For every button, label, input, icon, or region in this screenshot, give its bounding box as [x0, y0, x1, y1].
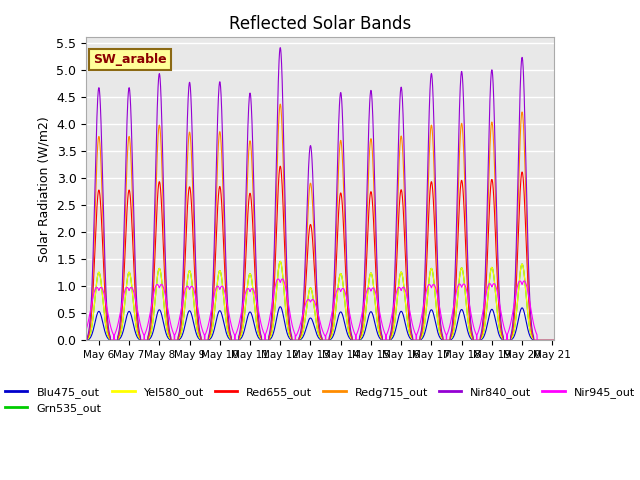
Line: Redg715_out: Redg715_out	[86, 104, 554, 340]
Grn535_out	[136, 336, 143, 341]
Yel580_out	[491, 278, 499, 284]
Yel580_out	[550, 337, 557, 343]
Blu475_out	[83, 337, 90, 343]
Yel580_out	[163, 328, 171, 334]
Red655_out	[491, 207, 499, 213]
Grn535_out	[163, 328, 171, 334]
Nir945_out	[83, 327, 90, 333]
Blu475_out	[276, 304, 284, 310]
Nir840_out	[550, 337, 557, 343]
Grn535_out	[550, 337, 557, 343]
Nir945_out	[282, 287, 290, 293]
Blu475_out	[282, 326, 290, 332]
Nir840_out	[163, 303, 171, 309]
Grn535_out	[491, 278, 499, 284]
Yel580_out	[276, 259, 284, 264]
Nir840_out	[491, 119, 499, 124]
Text: SW_arable: SW_arable	[93, 53, 167, 66]
Yel580_out	[282, 310, 290, 315]
Nir945_out	[164, 304, 172, 310]
Yel580_out	[136, 336, 143, 341]
Blu475_out	[491, 312, 499, 318]
Blu475_out	[262, 337, 269, 343]
Nir945_out	[136, 319, 143, 324]
Redg715_out	[136, 331, 143, 337]
Legend: Blu475_out, Grn535_out, Yel580_out, Red655_out, Redg715_out, Nir840_out, Nir945_: Blu475_out, Grn535_out, Yel580_out, Red6…	[1, 383, 639, 419]
Redg715_out	[163, 310, 171, 315]
Red655_out	[136, 333, 143, 339]
Nir945_out	[541, 337, 548, 343]
Nir945_out	[262, 331, 269, 337]
Nir840_out	[83, 337, 90, 343]
Line: Grn535_out: Grn535_out	[86, 262, 554, 340]
Nir945_out	[550, 337, 557, 343]
Red655_out	[282, 276, 290, 282]
Redg715_out	[491, 161, 499, 167]
Nir840_out	[262, 337, 269, 343]
Blu475_out	[550, 337, 557, 343]
Line: Red655_out: Red655_out	[86, 166, 554, 340]
Red655_out	[550, 337, 557, 343]
Red655_out	[276, 163, 284, 169]
Redg715_out	[83, 337, 90, 343]
Redg715_out	[550, 337, 557, 343]
Nir945_out	[491, 281, 499, 287]
Nir945_out	[110, 337, 118, 343]
Nir840_out	[136, 330, 143, 336]
Grn535_out	[282, 310, 290, 315]
Nir840_out	[276, 45, 284, 50]
Redg715_out	[276, 101, 284, 107]
Grn535_out	[83, 337, 90, 343]
Grn535_out	[276, 259, 284, 264]
Blu475_out	[541, 337, 548, 343]
Y-axis label: Solar Radiation (W/m2): Solar Radiation (W/m2)	[38, 116, 51, 262]
Line: Yel580_out: Yel580_out	[86, 262, 554, 340]
Grn535_out	[541, 337, 548, 343]
Grn535_out	[262, 337, 269, 343]
Line: Nir840_out: Nir840_out	[86, 48, 554, 340]
Title: Reflected Solar Bands: Reflected Solar Bands	[229, 15, 411, 33]
Redg715_out	[282, 254, 290, 260]
Line: Nir945_out: Nir945_out	[86, 279, 554, 340]
Nir840_out	[541, 337, 548, 343]
Red655_out	[163, 317, 171, 323]
Line: Blu475_out: Blu475_out	[86, 307, 554, 340]
Blu475_out	[136, 336, 143, 342]
Yel580_out	[83, 337, 90, 343]
Blu475_out	[163, 334, 171, 339]
Red655_out	[262, 337, 269, 343]
Redg715_out	[262, 337, 269, 343]
Yel580_out	[262, 337, 269, 343]
Red655_out	[83, 337, 90, 343]
Redg715_out	[541, 337, 548, 343]
Red655_out	[541, 337, 548, 343]
Nir945_out	[275, 276, 282, 282]
Nir840_out	[282, 235, 290, 240]
Yel580_out	[541, 337, 548, 343]
